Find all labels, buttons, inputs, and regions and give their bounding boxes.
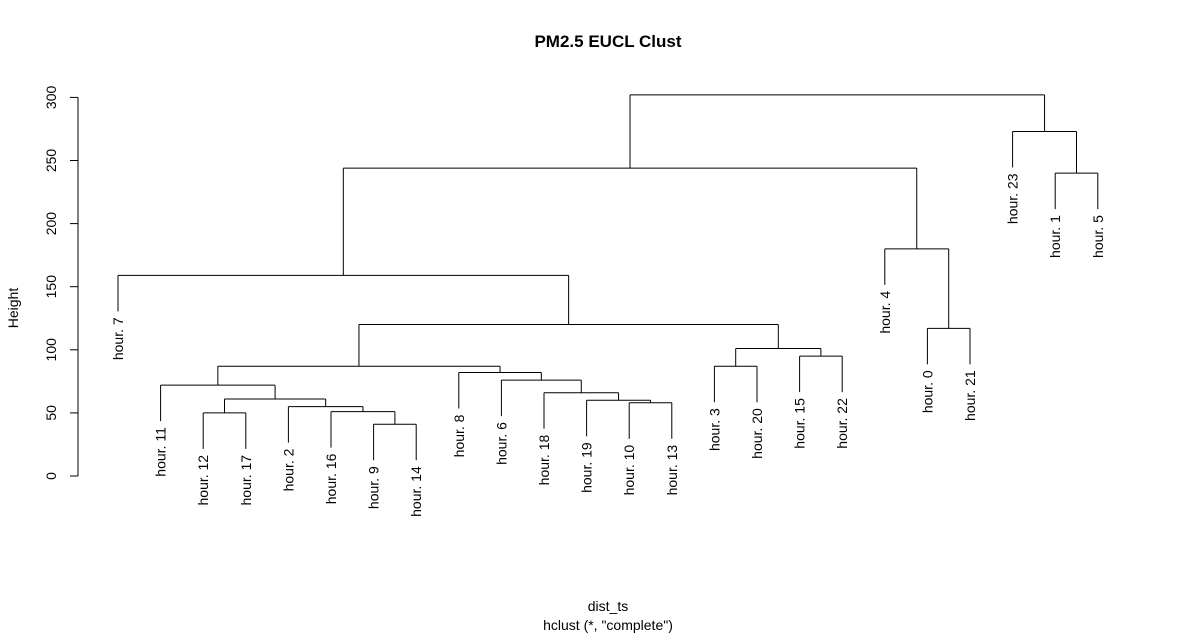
merge-node	[629, 94, 1046, 169]
leaf-label: hour. 9	[366, 466, 382, 509]
leaf-label: hour. 22	[834, 398, 850, 449]
merge-node	[1012, 130, 1077, 174]
y-tick-label: 200	[43, 212, 59, 236]
y-tick-label: 0	[43, 472, 59, 480]
merge-node	[117, 274, 570, 325]
y-tick-label: 250	[43, 149, 59, 173]
leaf-label: hour. 5	[1090, 215, 1106, 258]
leaf-label: hour. 0	[919, 370, 935, 413]
leaf-label: hour. 23	[1005, 173, 1021, 224]
leaf-label: hour. 1	[1047, 215, 1063, 258]
merge-node	[373, 423, 417, 461]
merge-node	[735, 348, 822, 367]
merge-node	[628, 402, 673, 439]
merge-node	[586, 399, 651, 437]
leaf-label: hour. 20	[749, 408, 765, 459]
merge-node	[713, 365, 758, 403]
leaf-label: hour. 18	[536, 435, 552, 486]
y-tick-label: 300	[43, 86, 59, 110]
merge-node	[500, 379, 582, 417]
y-tick-label: 100	[43, 338, 59, 362]
merge-node	[160, 384, 276, 422]
merge-node	[224, 398, 327, 413]
merge-node	[330, 411, 396, 448]
leaf-label: hour. 21	[962, 370, 978, 421]
merge-node	[926, 327, 971, 365]
leaf-label: hour. 10	[621, 445, 637, 496]
y-tick-label: 150	[43, 275, 59, 299]
x-axis-label: dist_ts	[588, 598, 628, 614]
y-axis-label: Height	[5, 288, 21, 329]
merge-node	[884, 248, 950, 329]
leaf-label: hour. 6	[493, 422, 509, 465]
leaf-label: hour. 2	[280, 448, 296, 491]
leaf-label: hour. 3	[706, 408, 722, 451]
merge-node	[1054, 172, 1099, 210]
merge-node	[217, 365, 501, 386]
leaf-label: hour. 4	[877, 291, 893, 334]
leaf-label: hour. 7	[110, 317, 126, 360]
y-axis: 0 50 100 150 200 250 300	[43, 86, 79, 480]
chart-subtitle: hclust (*, "complete")	[543, 617, 673, 633]
dendrogram-tree	[117, 94, 1099, 461]
chart-title: PM2.5 EUCL Clust	[534, 32, 681, 51]
leaf-label: hour. 11	[153, 427, 169, 477]
merge-node	[358, 324, 779, 367]
merge-node	[543, 392, 620, 429]
leaf-label: hour. 12	[195, 455, 211, 506]
merge-node	[799, 355, 843, 393]
leaf-label: hour. 8	[451, 414, 467, 457]
leaf-label: hour. 14	[408, 466, 424, 517]
merge-node	[202, 412, 247, 449]
leaf-label: hour. 15	[792, 398, 808, 449]
merge-node	[342, 167, 918, 276]
y-tick-label: 50	[43, 405, 59, 421]
leaf-labels: hour. 7 hour. 11 hour. 12 hour. 17 hour. 2 ho…	[110, 173, 1106, 517]
leaf-label: hour. 16	[323, 453, 339, 504]
leaf-label: hour. 17	[238, 455, 254, 506]
leaf-label: hour. 19	[579, 442, 595, 493]
merge-node	[458, 372, 542, 409]
leaf-label: hour. 13	[664, 445, 680, 496]
